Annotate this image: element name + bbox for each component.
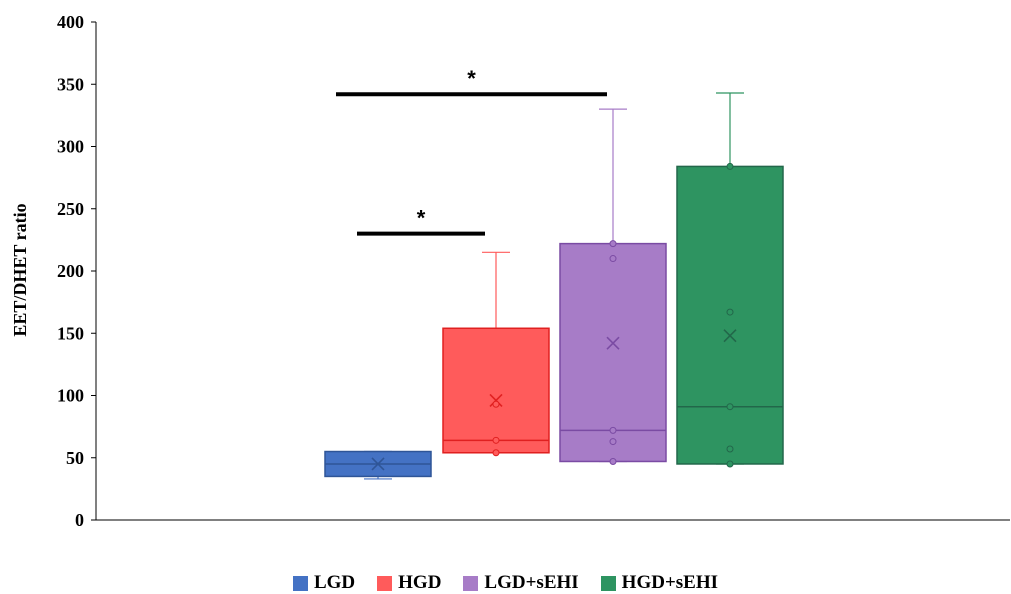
legend-item-lgd-sehi: LGD+sEHI [463, 572, 579, 594]
y-axis-title: EET/DHET ratio [10, 203, 30, 336]
mean-marker [723, 329, 737, 343]
box-hgd [442, 251, 550, 457]
data-point [609, 255, 617, 263]
y-tick-label: 300 [57, 137, 84, 157]
significance-annotations: ** [336, 66, 607, 236]
legend-label: LGD [313, 572, 356, 593]
box-body [559, 242, 667, 463]
data-point [726, 308, 734, 316]
box-body [442, 327, 550, 454]
mean-marker [606, 336, 620, 350]
legend-label: LGD+sEHI [484, 572, 579, 593]
legend-item-lgd: LGD [292, 572, 356, 594]
legend-swatch [292, 575, 308, 591]
y-tick-label: 0 [75, 510, 84, 530]
data-point [609, 457, 617, 465]
y-tick-label: 50 [66, 448, 84, 468]
legend-item-hgd-sehi: HGD+sEHI [600, 572, 719, 594]
data-point [492, 436, 500, 444]
box-hgd-sehi [676, 92, 784, 468]
significance-star: * [467, 66, 476, 91]
mean-marker [371, 457, 385, 471]
y-tick-label: 200 [57, 261, 84, 281]
legend: LGD HGD LGD+sEHI HGD+sEHI [0, 572, 1011, 594]
legend-label: HGD [398, 572, 442, 593]
data-point [492, 449, 500, 457]
box-plot-series [324, 92, 784, 480]
data-point [726, 460, 734, 468]
legend-item-hgd: HGD [377, 572, 441, 594]
y-tick-label: 350 [57, 74, 84, 94]
legend-swatch [377, 575, 393, 591]
data-point [726, 403, 734, 411]
box-lgd [324, 450, 432, 480]
y-tick-label: 250 [57, 199, 84, 219]
box-lgd-sehi [559, 108, 667, 465]
data-point [492, 400, 500, 408]
legend-label: HGD+sEHI [621, 572, 719, 593]
legend-swatch [463, 575, 479, 591]
mean-marker [489, 393, 503, 408]
data-point [726, 445, 734, 453]
y-tick-label: 400 [57, 12, 84, 32]
y-tick-label: 150 [57, 323, 84, 343]
legend-swatch [600, 575, 616, 591]
significance-star: * [417, 206, 426, 231]
y-axis-title-group: EET/DHET ratio [10, 203, 30, 336]
data-point [609, 240, 617, 248]
y-axis: 0 50 100 150 200 250 300 350 400 [57, 12, 1010, 530]
y-tick-label: 100 [57, 386, 84, 406]
data-point [726, 162, 734, 170]
data-point [609, 438, 617, 446]
data-point [609, 426, 617, 434]
